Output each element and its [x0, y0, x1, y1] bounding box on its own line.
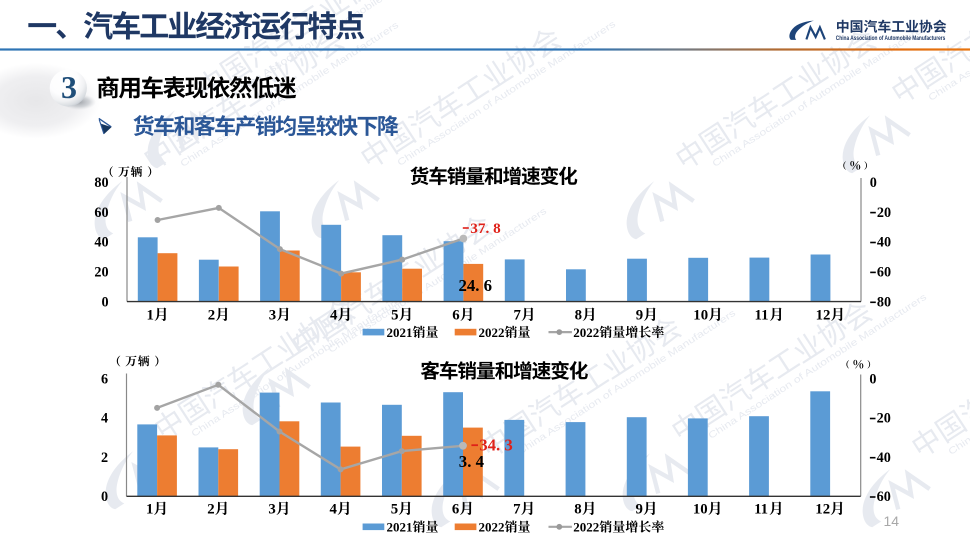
svg-text:11: 11 [755, 308, 769, 324]
svg-text:2022: 2022 [573, 520, 599, 535]
svg-text:2022: 2022 [479, 325, 505, 340]
svg-text:14: 14 [884, 513, 900, 529]
svg-text:5: 5 [391, 502, 398, 518]
svg-text:80: 80 [94, 175, 108, 191]
svg-text:2022: 2022 [573, 325, 599, 340]
svg-text:80: 80 [877, 295, 891, 311]
svg-text:37. 8: 37. 8 [470, 220, 501, 237]
svg-text:10: 10 [693, 308, 708, 324]
svg-text:0: 0 [102, 295, 109, 311]
svg-text:5: 5 [391, 308, 398, 324]
svg-text:11: 11 [754, 502, 768, 518]
svg-text:2: 2 [208, 308, 215, 324]
svg-text:2021: 2021 [387, 520, 413, 535]
svg-text:10: 10 [693, 502, 708, 518]
svg-text:2021: 2021 [387, 325, 413, 340]
svg-text:3: 3 [61, 69, 77, 105]
svg-text:20: 20 [94, 265, 108, 281]
svg-text:4: 4 [330, 502, 338, 518]
svg-text:8: 8 [575, 308, 582, 324]
svg-text:6: 6 [452, 502, 459, 518]
svg-text:2022: 2022 [479, 520, 505, 535]
svg-text:9: 9 [636, 308, 643, 324]
svg-text:3: 3 [268, 502, 275, 518]
svg-text:4: 4 [330, 308, 338, 324]
svg-text:7: 7 [513, 502, 521, 518]
svg-text:34. 3: 34. 3 [479, 436, 513, 455]
svg-text:6: 6 [452, 308, 459, 324]
svg-text:12: 12 [815, 502, 830, 518]
svg-text:1: 1 [146, 502, 153, 518]
svg-text:40: 40 [94, 235, 108, 251]
svg-text:0: 0 [101, 489, 108, 505]
svg-text:9: 9 [636, 502, 643, 518]
svg-text:6: 6 [101, 371, 108, 387]
svg-text:8: 8 [574, 502, 581, 518]
svg-text:12: 12 [816, 308, 831, 324]
svg-text:7: 7 [514, 308, 522, 324]
svg-text:3. 4: 3. 4 [459, 452, 485, 471]
svg-text:China Association of Automobil: China Association of Automobile Manufact… [836, 35, 946, 42]
svg-text:40: 40 [877, 450, 891, 466]
svg-text:2: 2 [207, 502, 214, 518]
svg-text:20: 20 [877, 411, 891, 427]
svg-text:2: 2 [101, 450, 108, 466]
svg-text:60: 60 [94, 205, 108, 221]
svg-text:0: 0 [869, 371, 876, 387]
svg-text:0: 0 [870, 175, 877, 191]
svg-text:60: 60 [877, 489, 891, 505]
svg-text:24. 6: 24. 6 [459, 276, 493, 295]
svg-text:1: 1 [147, 308, 154, 324]
svg-text:60: 60 [877, 265, 891, 281]
svg-text:40: 40 [877, 235, 891, 251]
svg-text:20: 20 [877, 205, 891, 221]
svg-text:3: 3 [269, 308, 276, 324]
svg-text:4: 4 [101, 411, 108, 427]
